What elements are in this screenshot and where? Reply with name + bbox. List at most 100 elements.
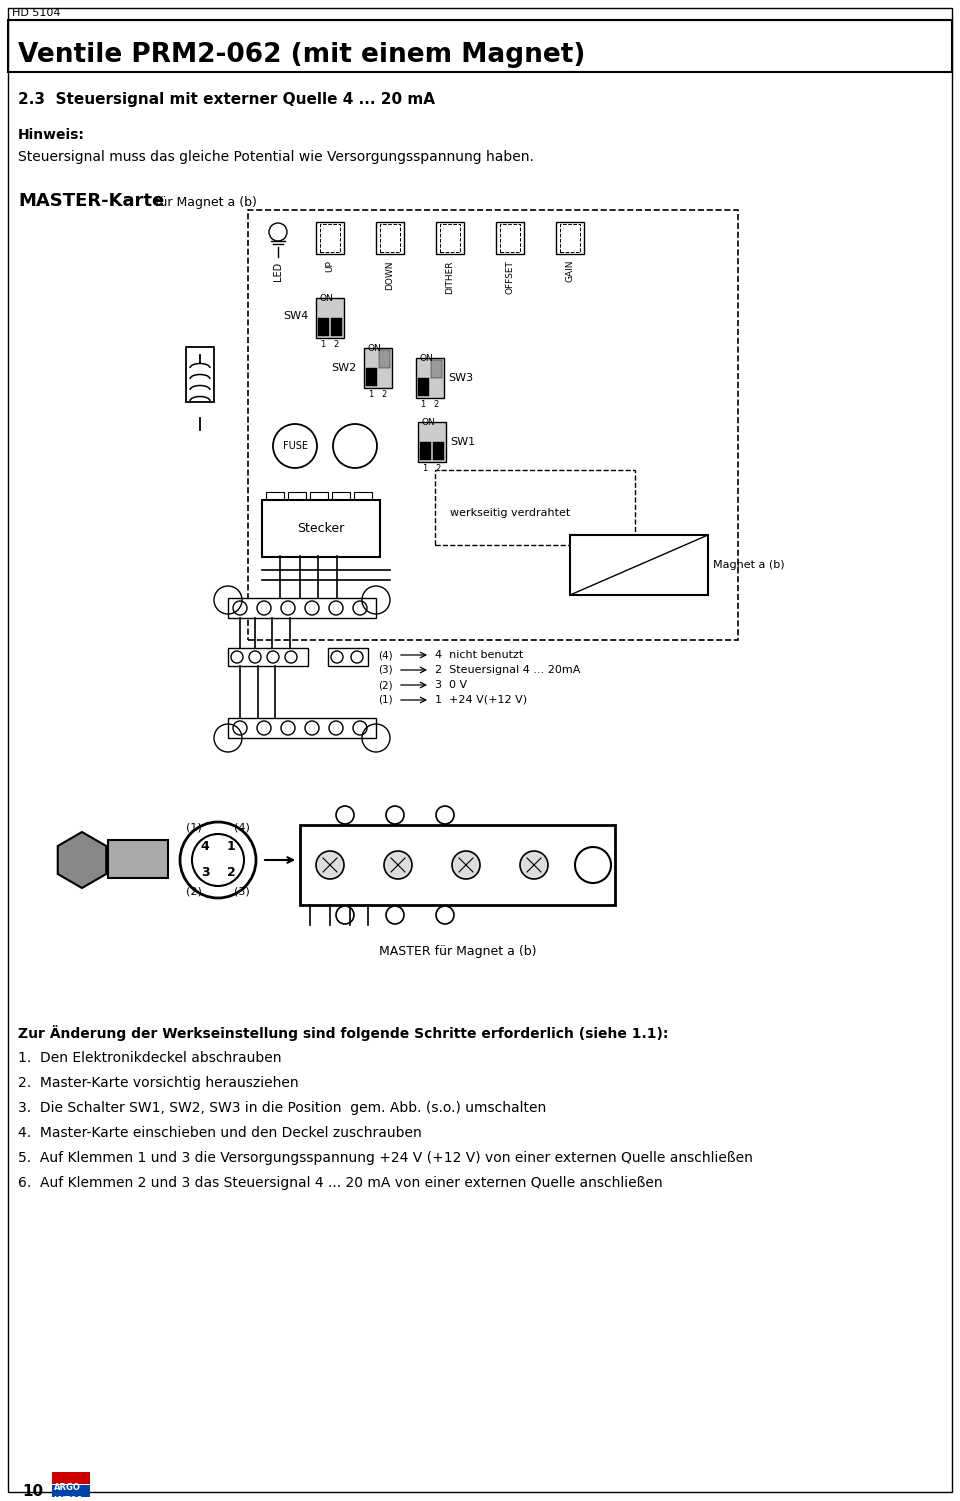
- Circle shape: [384, 851, 412, 880]
- Circle shape: [575, 847, 611, 883]
- Bar: [560, 224, 580, 252]
- Text: ON: ON: [421, 417, 435, 426]
- Text: ARGO: ARGO: [54, 1483, 81, 1492]
- Text: (2): (2): [186, 887, 202, 898]
- Text: ON: ON: [420, 354, 433, 363]
- Text: ON: ON: [319, 294, 333, 303]
- Text: Ventile PRM2-062 (mit einem Magnet): Ventile PRM2-062 (mit einem Magnet): [18, 42, 586, 68]
- Bar: [436, 222, 464, 254]
- Circle shape: [305, 720, 319, 735]
- Text: Zur Änderung der Werkseinstellung sind folgende Schritte erforderlich (siehe 1.1: Zur Änderung der Werkseinstellung sind f…: [18, 1025, 668, 1042]
- Text: 3.  Die Schalter SW1, SW2, SW3 in die Position  gem. Abb. (s.o.) umschalten: 3. Die Schalter SW1, SW2, SW3 in die Pos…: [18, 1102, 546, 1115]
- Text: Stecker: Stecker: [298, 522, 345, 534]
- Bar: [52, 1472, 90, 1484]
- Text: 2: 2: [433, 399, 439, 408]
- Bar: [310, 492, 328, 500]
- Circle shape: [329, 720, 343, 735]
- Text: 5.  Auf Klemmen 1 und 3 die Versorgungsspannung +24 V (+12 V) von einer externen: 5. Auf Klemmen 1 und 3 die Versorgungssp…: [18, 1151, 753, 1165]
- Bar: [440, 224, 460, 252]
- Text: 1: 1: [321, 341, 325, 350]
- Bar: [570, 534, 708, 594]
- Text: 2: 2: [381, 390, 387, 399]
- Circle shape: [233, 600, 247, 615]
- Circle shape: [351, 651, 363, 663]
- Circle shape: [285, 651, 297, 663]
- Text: SW1: SW1: [450, 437, 475, 447]
- Bar: [380, 224, 400, 252]
- Text: MASTER für Magnet a (b): MASTER für Magnet a (b): [379, 946, 537, 958]
- Text: 4: 4: [201, 841, 209, 854]
- Bar: [316, 299, 344, 338]
- Text: 2.3  Steuersignal mit externer Quelle 4 ... 20 mA: 2.3 Steuersignal mit externer Quelle 4 .…: [18, 92, 435, 107]
- Text: 2.  Master-Karte vorsichtig herausziehen: 2. Master-Karte vorsichtig herausziehen: [18, 1076, 299, 1090]
- Bar: [331, 318, 342, 336]
- Circle shape: [267, 651, 279, 663]
- Circle shape: [281, 720, 295, 735]
- Circle shape: [520, 851, 548, 880]
- Text: ON: ON: [367, 344, 381, 353]
- Bar: [433, 441, 444, 459]
- Circle shape: [353, 600, 367, 615]
- Text: GAIN: GAIN: [565, 260, 574, 282]
- Circle shape: [386, 907, 404, 925]
- Circle shape: [273, 423, 317, 468]
- Circle shape: [269, 224, 287, 242]
- Text: HD 5104: HD 5104: [12, 8, 60, 18]
- Bar: [228, 597, 376, 618]
- Circle shape: [249, 651, 261, 663]
- Text: 3: 3: [201, 866, 209, 880]
- Text: 2: 2: [436, 464, 441, 473]
- Text: Steuersignal muss das gleiche Potential wie Versorgungsspannung haben.: Steuersignal muss das gleiche Potential …: [18, 150, 534, 164]
- Bar: [328, 648, 368, 666]
- Bar: [420, 441, 431, 459]
- Circle shape: [316, 851, 344, 880]
- Text: 1: 1: [420, 399, 425, 408]
- Circle shape: [233, 720, 247, 735]
- Bar: [379, 350, 390, 368]
- Text: 2  Steuersignal 4 ... 20mA: 2 Steuersignal 4 ... 20mA: [435, 665, 581, 675]
- Bar: [354, 492, 372, 500]
- Text: 1: 1: [227, 841, 235, 854]
- Bar: [435, 470, 635, 545]
- Text: Hinweis:: Hinweis:: [18, 128, 84, 143]
- Bar: [318, 318, 329, 336]
- Bar: [418, 422, 446, 462]
- Bar: [228, 648, 308, 666]
- Bar: [376, 222, 404, 254]
- Circle shape: [353, 720, 367, 735]
- Circle shape: [257, 600, 271, 615]
- Circle shape: [305, 600, 319, 615]
- Text: 2: 2: [227, 866, 235, 880]
- Text: (2): (2): [378, 680, 393, 690]
- Text: (3): (3): [378, 665, 393, 675]
- Text: 6.  Auf Klemmen 2 und 3 das Steuersignal 4 ... 20 mA von einer externen Quelle a: 6. Auf Klemmen 2 und 3 das Steuersignal …: [18, 1175, 662, 1190]
- Bar: [431, 360, 442, 378]
- Circle shape: [336, 907, 354, 925]
- Circle shape: [336, 806, 354, 824]
- Text: OFFSET: OFFSET: [506, 260, 515, 294]
- Bar: [556, 222, 584, 254]
- Text: DOWN: DOWN: [386, 260, 395, 290]
- Circle shape: [436, 907, 454, 925]
- Text: 1.  Den Elektronikdeckel abschrauben: 1. Den Elektronikdeckel abschrauben: [18, 1051, 281, 1066]
- Bar: [248, 210, 738, 639]
- Bar: [266, 492, 284, 500]
- Text: (1): (1): [378, 695, 393, 705]
- Text: 1: 1: [422, 464, 427, 473]
- Circle shape: [331, 651, 343, 663]
- Bar: [108, 841, 168, 878]
- Text: 1: 1: [369, 390, 373, 399]
- Bar: [320, 224, 340, 252]
- Text: (3): (3): [234, 887, 250, 898]
- Text: FUSE: FUSE: [282, 441, 307, 450]
- Circle shape: [180, 823, 256, 898]
- Bar: [300, 826, 615, 905]
- Circle shape: [281, 600, 295, 615]
- Bar: [8, 20, 952, 72]
- Text: LED: LED: [273, 263, 283, 281]
- Text: 3  0 V: 3 0 V: [435, 680, 468, 690]
- Text: MASTER-Karte: MASTER-Karte: [18, 192, 164, 210]
- Circle shape: [257, 720, 271, 735]
- Text: DITHER: DITHER: [445, 260, 454, 294]
- Text: (1): (1): [186, 823, 202, 833]
